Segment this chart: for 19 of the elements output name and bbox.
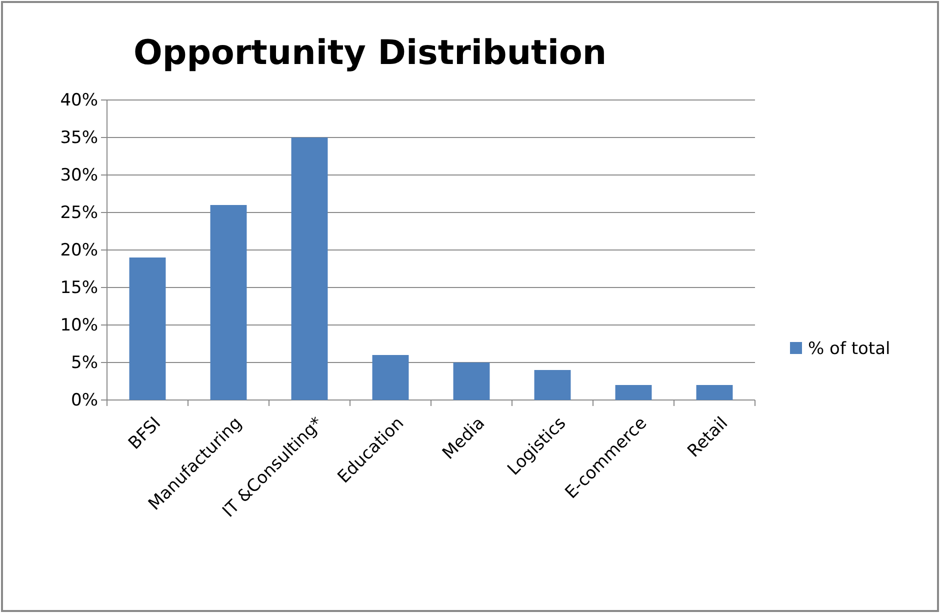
y-tick-label: 25% [60,202,98,223]
y-tick-label: 40% [60,90,98,110]
bar [210,205,247,400]
bar [534,370,571,400]
bar [615,385,652,400]
y-tick-label: 20% [60,240,98,260]
bar [291,138,328,400]
y-tick-label: 0% [71,390,98,410]
bar [453,362,490,400]
y-tick-label: 30% [60,165,98,186]
legend-label: % of total [808,338,890,359]
y-tick-label: 15% [60,278,98,298]
bar [372,355,409,400]
bar [696,385,733,400]
y-tick-label: 5% [71,352,98,373]
chart-title: Opportunity Distribution [133,33,607,73]
bar [129,258,166,400]
y-tick-label: 10% [60,315,98,336]
y-tick-label: 35% [60,128,98,148]
